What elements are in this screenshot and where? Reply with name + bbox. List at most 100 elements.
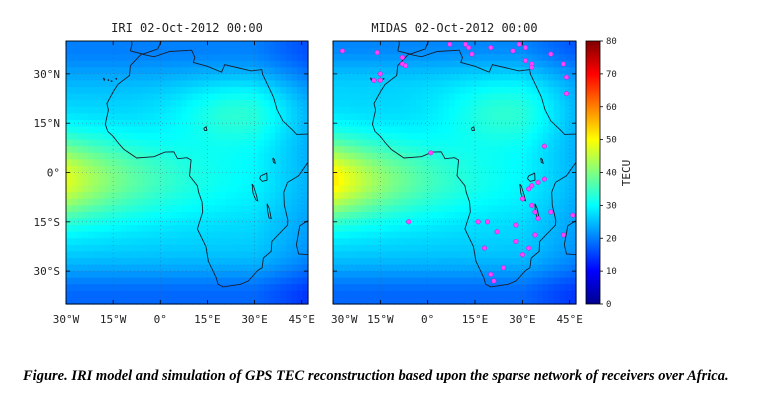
heat-cell bbox=[460, 211, 467, 220]
heat-cell bbox=[297, 218, 304, 226]
heat-cell bbox=[509, 133, 516, 141]
heat-cell bbox=[132, 159, 139, 167]
heat-cell bbox=[559, 179, 566, 187]
heat-cell bbox=[355, 106, 362, 114]
heat-cell bbox=[225, 41, 232, 49]
heat-cell bbox=[225, 238, 232, 246]
heat-cell bbox=[275, 54, 282, 62]
heat-cell bbox=[487, 211, 494, 220]
heat-cell bbox=[121, 106, 128, 114]
heat-cell bbox=[110, 198, 117, 206]
heat-cell bbox=[432, 106, 439, 114]
heat-cell bbox=[214, 139, 221, 147]
heat-cell bbox=[286, 146, 293, 154]
heat-cell bbox=[176, 264, 183, 272]
heat-cell bbox=[253, 100, 260, 108]
heat-cell bbox=[280, 100, 287, 108]
heat-cell bbox=[344, 192, 351, 200]
heat-cell bbox=[509, 126, 516, 134]
heat-cell bbox=[181, 290, 188, 299]
heat-cell bbox=[471, 87, 478, 95]
heat-cell bbox=[275, 152, 282, 160]
heat-cell bbox=[280, 41, 287, 49]
heat-cell bbox=[382, 73, 389, 82]
heat-cell bbox=[236, 67, 243, 75]
heat-cell bbox=[176, 297, 183, 305]
heat-cell bbox=[77, 113, 84, 121]
heat-cell bbox=[126, 257, 133, 266]
heat-cell bbox=[275, 133, 282, 141]
heat-cell bbox=[77, 87, 84, 95]
heat-cell bbox=[487, 205, 494, 213]
heat-cell bbox=[542, 93, 549, 101]
heat-cell bbox=[349, 165, 356, 174]
heat-cell bbox=[437, 73, 445, 82]
heat-cell bbox=[448, 113, 456, 121]
heat-cell bbox=[115, 225, 122, 233]
heat-cell bbox=[531, 198, 538, 206]
heat-cell bbox=[209, 257, 216, 266]
heat-cell bbox=[559, 67, 566, 75]
heat-cell bbox=[570, 251, 577, 259]
colorbar-tick-label: 60 bbox=[606, 103, 617, 113]
heat-cell bbox=[548, 205, 555, 213]
heat-cell bbox=[247, 41, 254, 49]
heat-cell bbox=[344, 284, 351, 292]
heat-cell bbox=[393, 41, 400, 49]
heat-cell bbox=[349, 47, 356, 55]
heat-cell bbox=[509, 80, 516, 88]
heat-cell bbox=[264, 139, 271, 147]
heat-cell bbox=[203, 264, 210, 272]
heat-cell bbox=[371, 152, 378, 160]
heat-cell bbox=[154, 218, 161, 226]
heat-cell bbox=[82, 238, 89, 246]
heat-cell bbox=[110, 126, 117, 134]
heat-cell bbox=[360, 251, 367, 259]
heat-cell bbox=[542, 54, 549, 62]
heat-cell bbox=[71, 60, 78, 68]
heat-cell bbox=[482, 172, 489, 180]
heat-cell bbox=[132, 192, 139, 200]
heat-cell bbox=[242, 238, 249, 246]
heat-cell bbox=[520, 218, 527, 226]
heat-cell bbox=[181, 80, 188, 88]
heat-cell bbox=[275, 67, 282, 75]
heat-cell bbox=[82, 139, 89, 147]
heat-cell bbox=[247, 211, 254, 220]
heat-cell bbox=[476, 172, 483, 180]
heat-cell bbox=[297, 67, 304, 75]
heat-cell bbox=[181, 119, 188, 128]
heat-cell bbox=[482, 192, 489, 200]
heat-cell bbox=[382, 146, 389, 154]
heat-cell bbox=[159, 100, 166, 108]
heat-cell bbox=[553, 47, 561, 55]
heat-cell bbox=[115, 54, 122, 62]
heat-cell bbox=[465, 126, 472, 134]
heat-cell bbox=[176, 41, 183, 49]
heat-cell bbox=[410, 271, 417, 279]
heat-cell bbox=[531, 185, 538, 193]
heat-cell bbox=[487, 238, 494, 246]
heat-cell bbox=[209, 133, 216, 141]
heat-cell bbox=[88, 257, 95, 266]
gps-receiver-marker bbox=[529, 183, 535, 189]
heat-cell bbox=[264, 179, 271, 187]
heat-cell bbox=[559, 139, 566, 147]
heat-cell bbox=[498, 205, 505, 213]
heat-cell bbox=[71, 159, 78, 167]
heat-cell bbox=[487, 41, 494, 49]
heat-cell bbox=[333, 159, 340, 167]
y-tick-label: 30°S bbox=[34, 265, 61, 278]
heat-cell bbox=[170, 106, 177, 114]
heat-cell bbox=[143, 284, 150, 292]
heat-cell bbox=[247, 47, 254, 55]
heat-cell bbox=[360, 231, 367, 239]
heat-cell bbox=[121, 205, 128, 213]
heat-cell bbox=[253, 297, 260, 305]
heat-cell bbox=[181, 126, 188, 134]
heat-cell bbox=[371, 67, 378, 75]
heat-cell bbox=[280, 244, 287, 252]
heat-cell bbox=[104, 87, 111, 95]
heat-cell bbox=[493, 133, 500, 141]
heat-cell bbox=[366, 93, 373, 101]
